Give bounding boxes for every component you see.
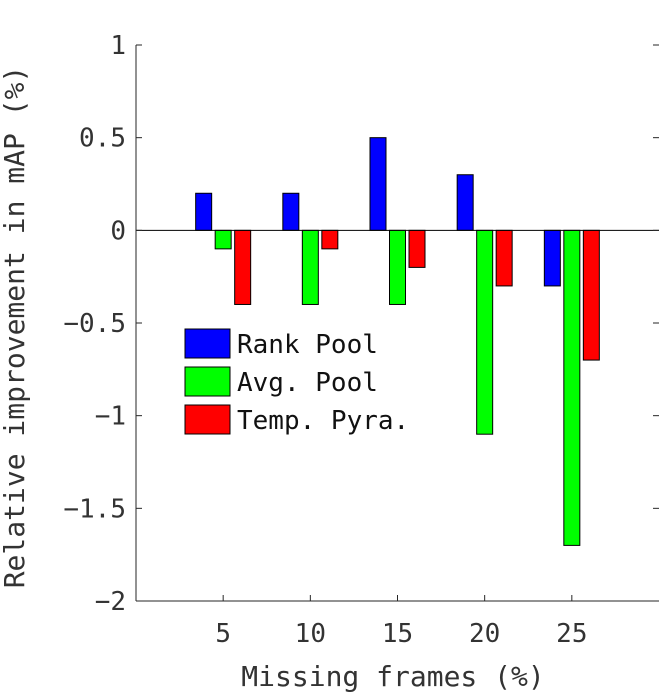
x-tick-label: 15 [382,619,413,649]
y-tick-label: −1.5 [63,494,126,524]
bars-group [195,137,600,546]
bar-rank-pool-5 [195,192,213,231]
tick-labels: 1 0.5 0 −0.5 −1 −1.5 −2 5 10 15 20 25 [63,31,659,649]
legend: Rank Pool Avg. Pool Temp. Pyra. [184,328,409,436]
x-axis-label: Missing frames (%) [241,660,544,693]
y-tick-label: −0.5 [63,309,126,339]
x-tick-label: 5 [215,619,231,649]
x-tick-label: 20 [469,619,500,649]
bar-temp-pyra-25 [582,229,600,361]
bar-rank-pool-10 [282,192,300,231]
plot-background [136,45,659,601]
legend-swatch [184,404,231,435]
x-tick-label: 25 [556,619,587,649]
bar-avg-pool-15 [389,229,406,305]
y-tick-label: 0 [110,216,126,246]
x-tick-label: 10 [295,619,326,649]
bar-temp-pyra-10 [321,229,339,250]
y-tick-label: 0.5 [79,124,126,154]
legend-label: Rank Pool [237,330,378,360]
bar-avg-pool-20 [476,229,494,435]
legend-swatch [184,328,231,359]
bar-rank-pool-15 [369,137,387,231]
bar-rank-pool-20 [456,174,474,231]
bar-avg-pool-10 [301,229,319,305]
bar-rank-pool-25 [543,229,561,287]
y-tick-label: −2 [95,587,126,617]
legend-label: Temp. Pyra. [237,406,409,436]
legend-label: Avg. Pool [237,368,378,398]
plot-area [136,45,659,601]
bar-temp-pyra-20 [495,229,513,287]
y-axis-label: Relative improvement in mAP (%) [0,66,31,589]
bar-avg-pool-25 [563,229,581,546]
bar-avg-pool-5 [214,229,232,250]
bar-temp-pyra-15 [408,229,426,268]
y-tick-label: 1 [110,31,126,61]
bar-temp-pyra-5 [234,229,252,305]
legend-swatch [184,366,231,397]
y-tick-label: −1 [95,402,126,432]
